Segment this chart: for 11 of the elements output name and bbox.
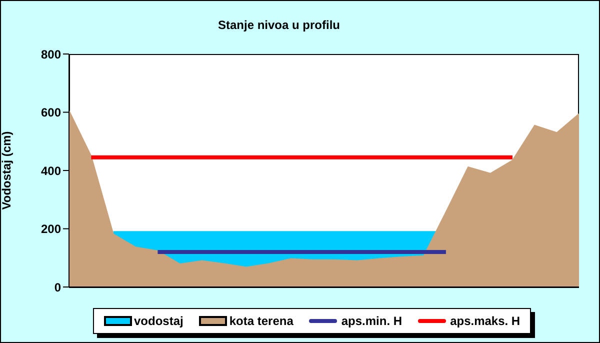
y-axis-title: Vodostaj (cm) bbox=[0, 131, 14, 210]
y-tick-label: 400 bbox=[40, 164, 62, 178]
y-tick-label: 200 bbox=[40, 222, 62, 236]
y-tick-label: 600 bbox=[40, 106, 62, 120]
y-tick-label: 0 bbox=[54, 280, 62, 294]
legend-label: vodostaj bbox=[134, 314, 184, 328]
legend-label: aps.maks. H bbox=[450, 314, 520, 328]
legend-label: kota terena bbox=[229, 314, 294, 328]
y-tick-label: 800 bbox=[40, 47, 62, 62]
legend-label: aps.min. H bbox=[341, 314, 402, 328]
chart-title: Stanje nivoa u profilu bbox=[216, 18, 341, 32]
